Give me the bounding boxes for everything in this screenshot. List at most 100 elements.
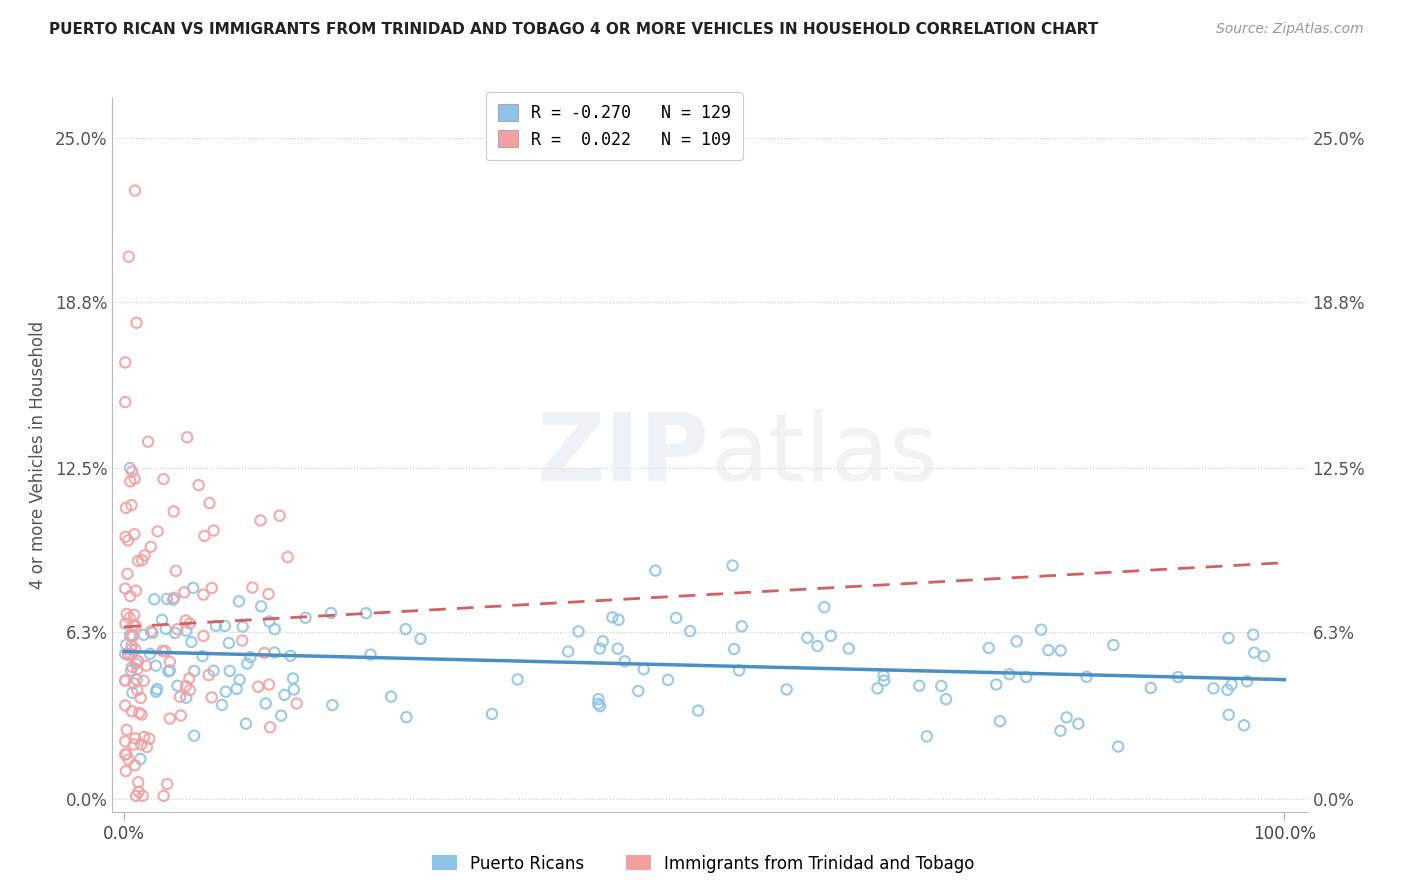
Point: [257, 615, 280, 629]
Point: [259, 720, 281, 734]
Point: [121, 498, 143, 512]
Point: [121, 639, 143, 653]
Point: [114, 673, 136, 688]
Point: [214, 619, 236, 633]
Point: [146, 524, 169, 539]
Point: [162, 592, 184, 607]
Point: [354, 606, 377, 620]
Point: [236, 657, 259, 671]
Point: [183, 729, 205, 743]
Point: [145, 658, 167, 673]
Point: [409, 632, 432, 646]
Point: [114, 734, 136, 748]
Point: [273, 688, 295, 702]
Point: [136, 434, 159, 449]
Point: [277, 550, 299, 565]
Point: [163, 504, 186, 518]
Point: [139, 540, 162, 554]
Point: [122, 676, 145, 690]
Point: [174, 614, 197, 628]
Point: [150, 613, 173, 627]
Point: [1076, 670, 1098, 684]
Point: [319, 606, 342, 620]
Point: [723, 642, 745, 657]
Point: [166, 679, 188, 693]
Point: [688, 704, 710, 718]
Point: [159, 664, 181, 678]
Point: [589, 641, 612, 656]
Point: [602, 610, 624, 624]
Point: [124, 472, 146, 486]
Point: [228, 594, 250, 608]
Point: [121, 686, 143, 700]
Point: [257, 677, 280, 691]
Point: [135, 658, 157, 673]
Point: [156, 777, 179, 791]
Point: [124, 642, 146, 657]
Point: [156, 591, 179, 606]
Point: [198, 496, 221, 510]
Point: [998, 667, 1021, 681]
Point: [796, 631, 818, 645]
Point: [138, 731, 160, 746]
Point: [986, 677, 1008, 691]
Point: [127, 662, 149, 676]
Point: [321, 698, 343, 712]
Point: [114, 673, 136, 688]
Point: [114, 747, 136, 762]
Point: [380, 690, 402, 704]
Point: [613, 654, 636, 668]
Point: [360, 648, 382, 662]
Point: [294, 611, 316, 625]
Point: [1216, 682, 1239, 697]
Point: [728, 664, 751, 678]
Point: [132, 730, 155, 744]
Point: [114, 616, 136, 631]
Point: [159, 712, 181, 726]
Point: [125, 657, 148, 671]
Point: [679, 624, 702, 639]
Point: [211, 698, 233, 712]
Point: [1167, 670, 1189, 684]
Point: [174, 679, 197, 693]
Point: [114, 698, 136, 713]
Point: [143, 592, 166, 607]
Point: [586, 697, 609, 711]
Point: [125, 673, 148, 687]
Point: [1139, 681, 1161, 695]
Point: [506, 673, 529, 687]
Point: [165, 564, 187, 578]
Point: [127, 654, 149, 668]
Point: [134, 549, 156, 563]
Point: [114, 355, 136, 369]
Point: [1202, 681, 1225, 696]
Point: [114, 647, 136, 661]
Point: [239, 650, 262, 665]
Point: [775, 682, 797, 697]
Point: [1241, 628, 1264, 642]
Point: [120, 589, 142, 603]
Point: [988, 714, 1011, 729]
Point: [157, 665, 180, 679]
Point: [169, 690, 191, 704]
Point: [1233, 718, 1256, 732]
Point: [179, 672, 201, 686]
Point: [247, 680, 270, 694]
Point: [117, 753, 139, 767]
Point: [122, 618, 145, 632]
Point: [1220, 677, 1243, 691]
Point: [118, 461, 141, 475]
Point: [202, 664, 225, 678]
Point: [187, 478, 209, 492]
Point: [114, 764, 136, 779]
Point: [131, 553, 153, 567]
Point: [1253, 649, 1275, 664]
Point: [125, 789, 148, 803]
Point: [125, 619, 148, 633]
Point: [181, 581, 204, 595]
Point: [122, 629, 145, 643]
Point: [283, 682, 305, 697]
Point: [128, 785, 150, 799]
Point: [132, 673, 155, 688]
Point: [121, 465, 143, 479]
